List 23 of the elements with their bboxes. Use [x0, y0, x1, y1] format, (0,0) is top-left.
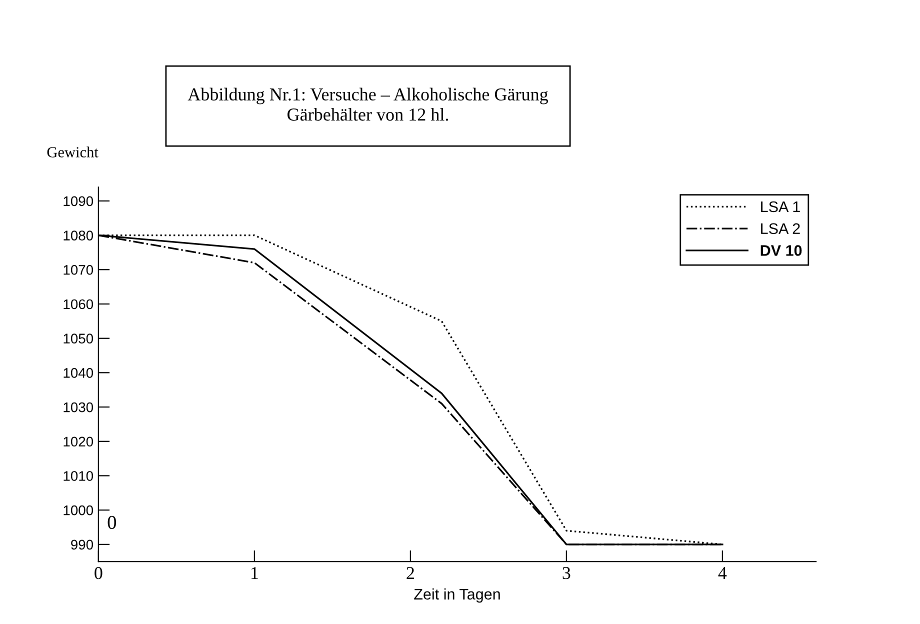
x-tick-label: 2 — [406, 567, 414, 579]
x-tick-label: 0 — [94, 566, 102, 580]
y-tick-label: 1070 — [64, 264, 94, 275]
y-tick-label: 1060 — [64, 299, 94, 310]
y-tick-label: 1020 — [64, 436, 94, 447]
y-tick-label: 1000 — [64, 505, 94, 516]
y-tick-label: 1040 — [64, 368, 94, 378]
y-tick-label: 990 — [71, 540, 94, 550]
y-tick-label: 1080 — [64, 230, 94, 240]
x-tick-label: 4 — [718, 567, 727, 579]
y-axis-title: Gewicht — [47, 146, 98, 158]
annotation: 0 — [108, 516, 116, 530]
x-tick-label: 1 — [252, 567, 258, 579]
legend-label: LSA 1 — [761, 201, 800, 212]
x-tick-label: 3 — [562, 567, 570, 580]
chart-title: Abbildung Nr.1: Versuche – Alkoholische Gärung Gärbehälter von 12 hl. — [188, 88, 548, 121]
y-tick-label: 1050 — [64, 334, 94, 344]
x-axis-title: Zeit in Tagen — [414, 588, 500, 603]
legend-label: DV 10 — [760, 245, 802, 256]
y-tick-label: 1090 — [64, 196, 94, 206]
y-tick-label: 1010 — [64, 471, 94, 481]
y-tick-label: 1030 — [64, 402, 94, 412]
legend-label: LSA 2 — [761, 223, 800, 234]
